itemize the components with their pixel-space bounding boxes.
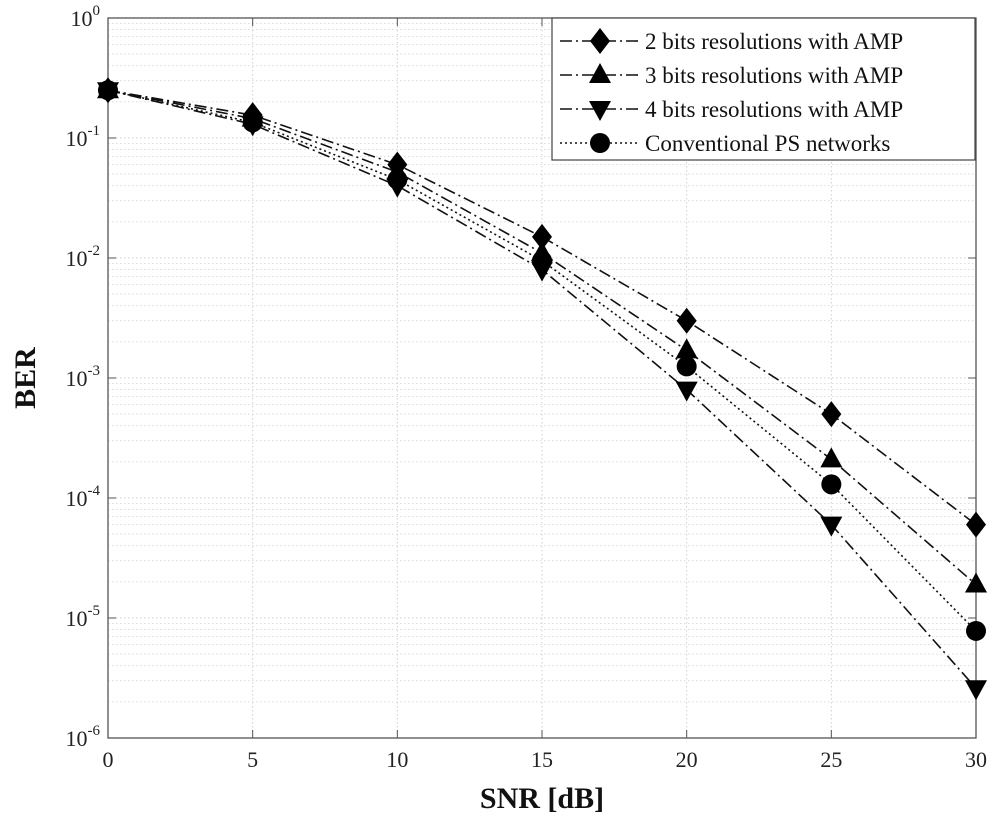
legend-box [551,17,976,161]
data-point-circle [532,250,552,271]
grid [107,18,977,738]
legend-label: Conventional PS networks [645,131,890,156]
legend-entry: 2 bits resolutions with AMP [560,28,903,54]
data-point-triangle-down [965,680,987,701]
legend-marker-triangle-up [589,63,611,83]
x-tick-label: 25 [820,747,842,772]
data-point-circle [966,620,986,641]
data-point-triangle-up [675,338,698,359]
y-tick-label: 10-5 [66,603,101,631]
data-point-circle [676,356,697,377]
data-point-circle [98,80,118,101]
x-tick-label: 20 [676,747,698,772]
data-series [97,77,987,701]
data-point-diamond [821,401,842,428]
legend-marker-diamond [590,28,610,54]
legend-label: 2 bits resolutions with AMP [645,29,903,54]
legend-entry: 3 bits resolutions with AMP [560,63,903,88]
y-tick-label: 10-3 [66,363,101,391]
data-point-triangle-down [675,381,698,402]
axis-ticks: 0 5 10 15 20 25 30 100 10-1 10-2 10-3 10-4 10-5 10-6 [66,3,988,772]
x-tick-label: 30 [965,747,987,772]
legend-entry: 4 bits resolutions with AMP [560,97,903,122]
x-tick-label: 15 [531,747,553,772]
legend: 2 bits resolutions with AMP 3 bits resolu… [551,17,976,161]
legend-entry: Conventional PS networks [560,131,890,156]
legend-marker-triangle-down [589,101,611,121]
data-point-triangle-up [965,572,987,593]
y-tick-label: 10-1 [66,123,101,151]
y-axis-label: BER [9,347,42,409]
data-point-triangle-up [820,447,843,468]
data-point-diamond [966,511,986,538]
series-4 [98,80,986,641]
x-axis-label: SNR [dB] [480,782,604,815]
y-tick-label: 100 [71,3,101,31]
x-tick-label: 10 [386,747,408,772]
y-tick-label: 10-4 [66,483,101,511]
data-point-triangle-down [820,516,843,537]
data-point-diamond [676,307,697,334]
legend-label: 3 bits resolutions with AMP [645,63,903,88]
data-point-circle [387,169,408,190]
data-point-circle [821,474,842,495]
legend-marker-circle [590,133,610,153]
y-tick-label: 10-2 [66,243,101,271]
legend-label: 4 bits resolutions with AMP [645,97,903,122]
x-tick-label: 0 [103,747,114,772]
y-tick-label: 10-6 [66,723,101,751]
data-point-circle [242,112,263,133]
x-tick-label: 5 [247,747,258,772]
data-point-diamond [532,223,552,250]
